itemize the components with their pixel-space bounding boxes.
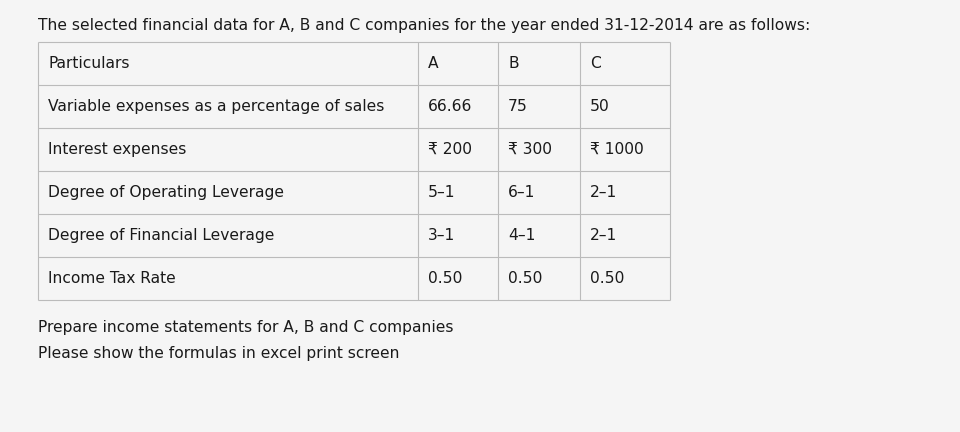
Text: 2–1: 2–1 <box>590 185 617 200</box>
Text: 0.50: 0.50 <box>508 271 542 286</box>
Text: ₹ 1000: ₹ 1000 <box>590 142 644 157</box>
Text: Interest expenses: Interest expenses <box>48 142 186 157</box>
Text: 0.50: 0.50 <box>590 271 624 286</box>
Text: A: A <box>428 56 439 71</box>
Text: Income Tax Rate: Income Tax Rate <box>48 271 176 286</box>
Text: Degree of Financial Leverage: Degree of Financial Leverage <box>48 228 275 243</box>
Text: 50: 50 <box>590 99 610 114</box>
Text: 66.66: 66.66 <box>428 99 472 114</box>
Text: C: C <box>590 56 601 71</box>
Text: B: B <box>508 56 518 71</box>
Text: 4–1: 4–1 <box>508 228 536 243</box>
Text: ₹ 200: ₹ 200 <box>428 142 472 157</box>
Text: 75: 75 <box>508 99 528 114</box>
Text: 6–1: 6–1 <box>508 185 536 200</box>
Text: 3–1: 3–1 <box>428 228 455 243</box>
Text: 5–1: 5–1 <box>428 185 455 200</box>
Text: Degree of Operating Leverage: Degree of Operating Leverage <box>48 185 284 200</box>
Text: Particulars: Particulars <box>48 56 130 71</box>
Text: 2–1: 2–1 <box>590 228 617 243</box>
Text: Prepare income statements for A, B and C companies: Prepare income statements for A, B and C… <box>38 320 453 335</box>
Text: Please show the formulas in excel print screen: Please show the formulas in excel print … <box>38 346 399 361</box>
Text: 0.50: 0.50 <box>428 271 463 286</box>
Text: ₹ 300: ₹ 300 <box>508 142 552 157</box>
Text: The selected financial data for A, B and C companies for the year ended 31-12-20: The selected financial data for A, B and… <box>38 18 810 33</box>
Text: Variable expenses as a percentage of sales: Variable expenses as a percentage of sal… <box>48 99 384 114</box>
